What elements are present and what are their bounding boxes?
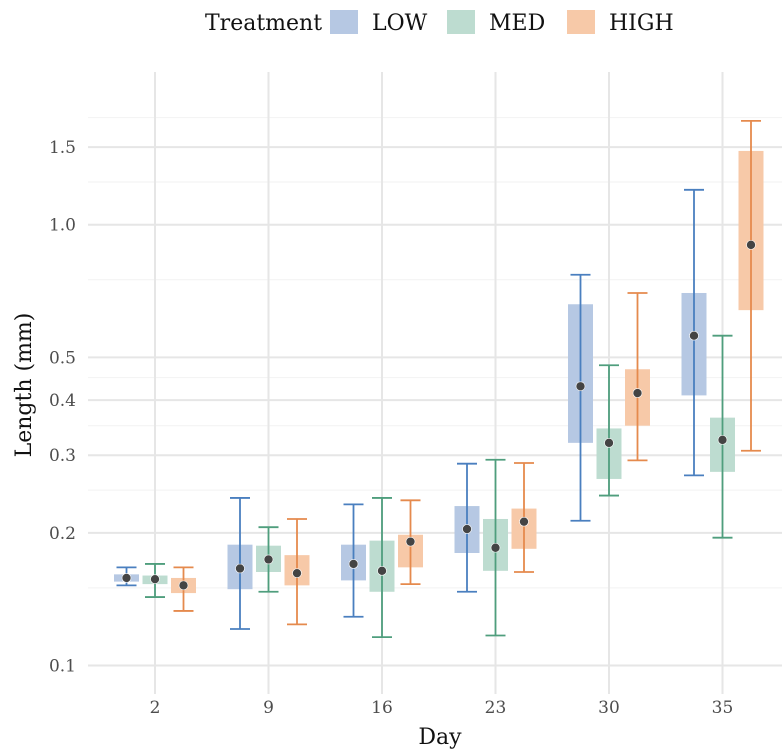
box-low-day-16 <box>341 503 366 618</box>
box-med-day-9 <box>256 526 281 593</box>
y-tick-label: 1.5 <box>49 138 76 158</box>
y-tick-label: 0.5 <box>49 348 76 368</box>
mean-point <box>263 554 274 565</box>
legend-label: LOW <box>372 11 428 36</box>
mean-point <box>150 574 160 584</box>
y-tick-label: 0.1 <box>49 657 76 677</box>
legend-swatch <box>567 10 595 34</box>
box-low-day-35 <box>681 188 707 477</box>
legend-item-med: MED <box>447 10 545 36</box>
legend-title: Treatment <box>205 11 322 36</box>
y-axis: 0.1 0.2 0.3 0.4 0.5 1.0 1.5 <box>49 138 76 676</box>
box-low-day-30 <box>568 273 593 522</box>
box-low-day-2 <box>114 566 139 587</box>
legend-label: MED <box>489 11 545 36</box>
box-med-day-16 <box>369 497 395 639</box>
box-high-day-16 <box>398 499 423 586</box>
mean-point <box>178 580 189 591</box>
legend: Treatment LOW MED HIGH <box>205 10 674 36</box>
x-axis-title: Day <box>418 725 462 750</box>
mean-point <box>575 381 586 392</box>
box-med-day-23 <box>483 458 508 637</box>
box-med-day-35 <box>710 334 735 539</box>
mean-point <box>121 573 132 583</box>
box-high-day-23 <box>511 462 537 573</box>
box-low-day-9 <box>227 497 253 630</box>
legend-item-low: LOW <box>330 10 428 36</box>
x-tick-label: 16 <box>371 698 393 718</box>
x-tick-label: 2 <box>150 698 161 718</box>
mean-point <box>292 568 302 578</box>
x-tick-label: 23 <box>485 698 507 718</box>
y-tick-label: 0.4 <box>49 391 76 411</box>
mean-point <box>377 566 387 576</box>
mean-point <box>689 330 699 341</box>
mean-point <box>632 388 643 398</box>
mean-point <box>746 240 756 250</box>
x-tick-label: 35 <box>712 698 734 718</box>
box-med-day-30 <box>596 364 622 497</box>
box-high-day-2 <box>171 566 196 612</box>
y-tick-label: 0.2 <box>49 524 76 544</box>
mean-point <box>519 516 529 527</box>
legend-swatch <box>330 10 358 34</box>
legend-item-high: HIGH <box>567 10 674 36</box>
x-tick-label: 9 <box>263 698 274 718</box>
y-axis-title: Length (mm) <box>12 313 37 458</box>
box-low-day-23 <box>454 462 480 593</box>
mean-point <box>405 536 416 547</box>
box-high-day-9 <box>284 518 310 626</box>
mean-point <box>490 542 501 553</box>
grid <box>88 72 782 694</box>
mean-point <box>235 563 245 574</box>
mean-point <box>462 524 472 534</box>
mean-point <box>348 559 359 569</box>
x-axis: 2 9 16 23 30 35 <box>150 698 734 718</box>
y-tick-label: 1.0 <box>49 216 76 236</box>
x-tick-label: 30 <box>598 698 620 718</box>
legend-label: HIGH <box>609 11 674 36</box>
mean-point <box>717 435 728 445</box>
box-high-day-30 <box>625 292 650 462</box>
plot-marks <box>114 119 764 639</box>
box-med-day-2 <box>142 563 168 598</box>
y-tick-label: 0.3 <box>49 446 76 466</box>
mean-point <box>604 438 614 448</box>
box-high-day-35 <box>738 119 764 452</box>
legend-swatch <box>447 10 475 34</box>
